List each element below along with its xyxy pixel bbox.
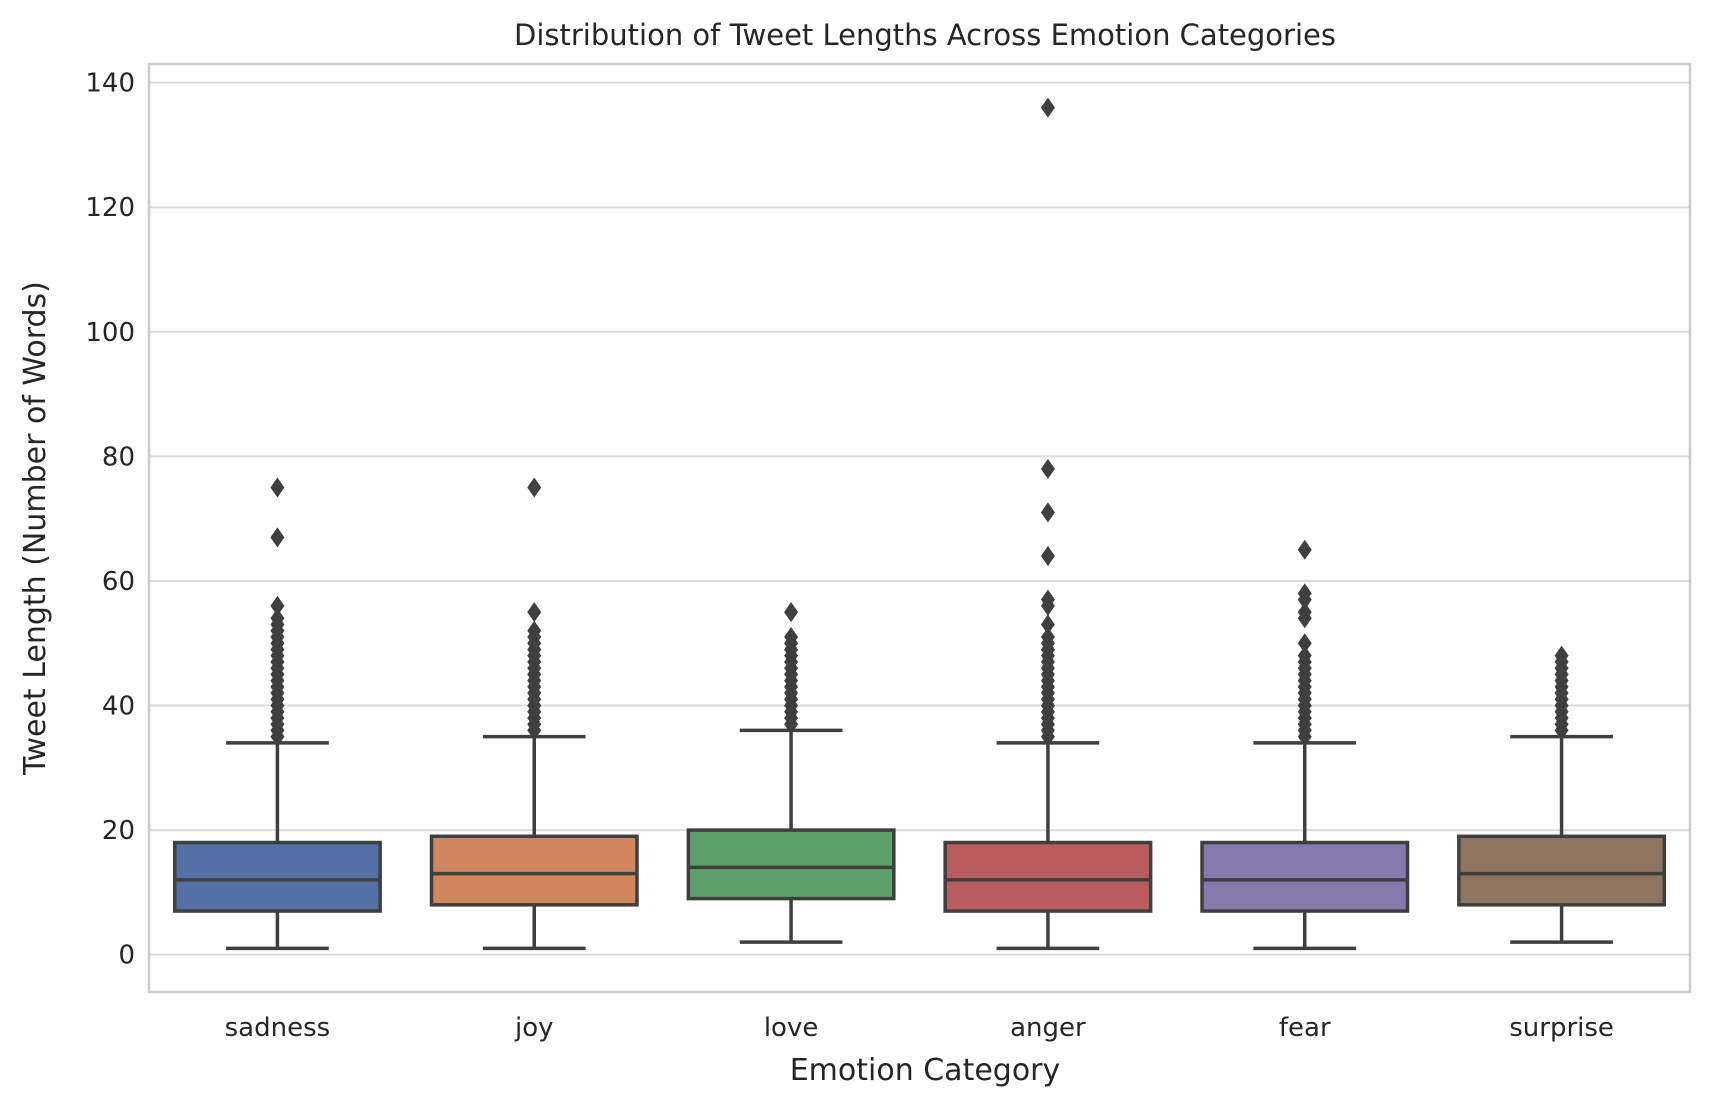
outlier-point [527,620,542,641]
x-tick-label-joy: joy [514,1013,554,1043]
box-anger [943,97,1153,951]
outlier-point [1040,458,1055,479]
outlier-point [270,608,285,629]
iqr-box [943,840,1153,913]
x-tick-label-sadness: sadness [225,1013,331,1043]
grid-layer [149,81,1690,956]
outlier-point [1297,602,1312,623]
y-tick-label: 60 [102,567,135,597]
outlier-point [1297,645,1312,666]
outlier-point [1040,546,1055,567]
outlier-point [1297,583,1312,604]
outlier-point [1554,645,1569,666]
box-love [686,602,896,944]
outlier-point [270,527,285,548]
box-layer [172,97,1667,951]
box-fear [1200,539,1410,951]
x-axis-label: Emotion Category [790,1053,1061,1088]
outlier-point [1040,502,1055,523]
iqr-box [1200,840,1410,913]
y-tick-label: 140 [85,69,135,99]
outlier-point [1040,97,1055,118]
y-tick-label: 20 [102,816,135,846]
y-tick-labels: 0 20 40 60 80 100 120 140 [85,69,135,971]
y-tick-label: 40 [102,692,135,722]
outlier-point [270,477,285,498]
x-tick-label-fear: fear [1279,1013,1331,1043]
iqr-box [172,840,382,913]
y-axis-label: Tweet Length (Number of Words) [18,281,53,776]
plot-frame [147,62,1692,994]
x-tick-label-anger: anger [1010,1013,1086,1043]
chart-title: Distribution of Tweet Lengths Across Emo… [514,18,1336,52]
outlier-point [1297,539,1312,560]
box-sadness [172,477,382,951]
box-joy [429,477,639,951]
box-surprise [1457,645,1667,944]
y-tick-label: 0 [118,941,135,971]
outlier-point [527,602,542,623]
y-tick-label: 100 [85,318,135,348]
iqr-box [1457,834,1667,907]
y-tick-label: 80 [102,442,135,472]
iqr-box [686,828,896,901]
outlier-point [1040,589,1055,610]
outlier-point [527,477,542,498]
x-tick-labels: sadness joy love anger fear surprise [225,1013,1614,1043]
iqr-box [429,834,639,907]
outlier-point [270,595,285,616]
outlier-point [1297,633,1312,654]
x-tick-label-love: love [764,1013,819,1043]
x-tick-label-surprise: surprise [1509,1013,1614,1043]
outlier-point [784,602,799,623]
outlier-point [784,626,799,647]
y-tick-label: 120 [85,193,135,223]
outlier-point [1040,614,1055,635]
outlier-point [1040,626,1055,647]
